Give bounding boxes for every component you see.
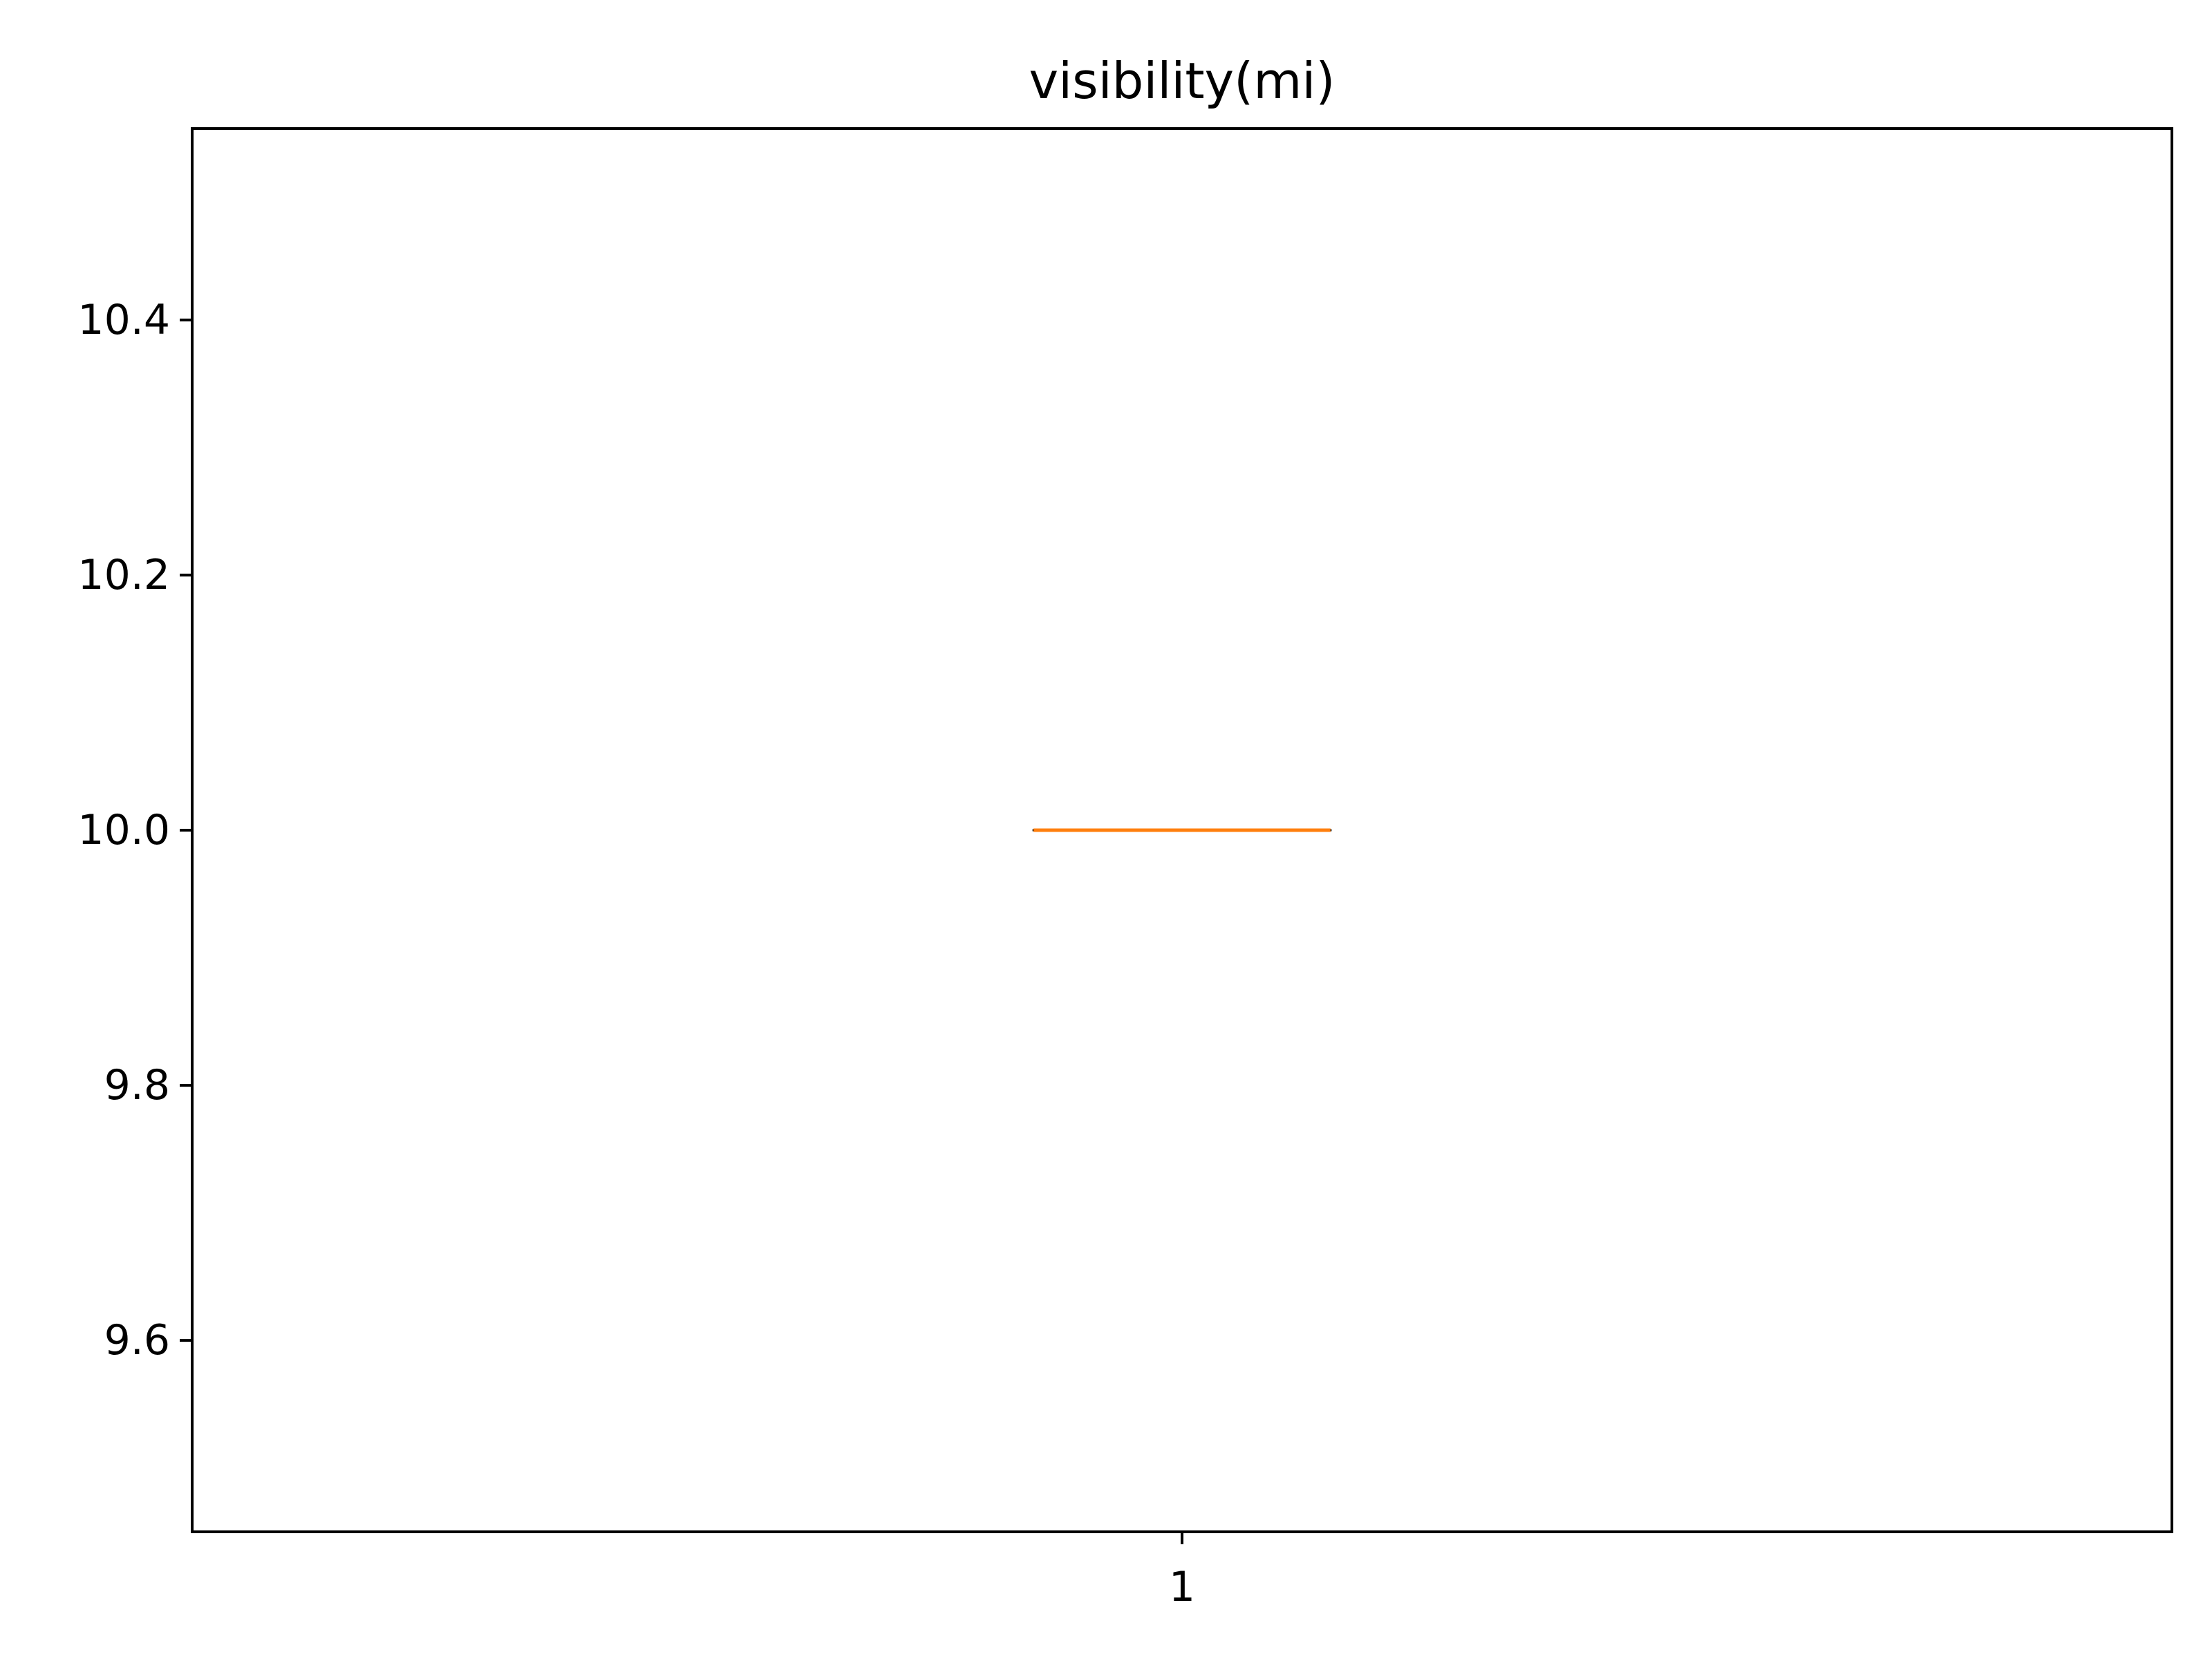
y-tick-label: 10.2 [77,551,170,599]
x-axis-ticks: 1 [1169,1532,1195,1611]
plot-area-frame [191,127,2173,1533]
y-tick-label: 9.8 [104,1061,170,1109]
chart-title: visibility(mi) [1029,52,1335,110]
y-tick-label: 10.0 [77,806,170,854]
y-axis-ticks: 9.6 9.8 10.0 10.2 10.4 [77,296,192,1365]
y-tick-label: 9.6 [104,1316,170,1365]
x-tick-label: 1 [1169,1563,1195,1611]
y-tick-label: 10.4 [77,296,170,344]
